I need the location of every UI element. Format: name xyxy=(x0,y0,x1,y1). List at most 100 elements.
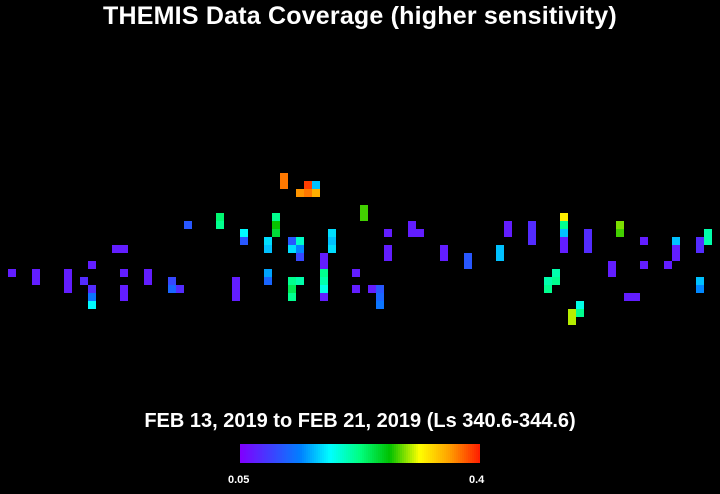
colorbar-segment xyxy=(338,444,341,463)
colorbar-segment xyxy=(408,444,411,463)
colorbar-segment xyxy=(270,444,273,463)
coverage-cell xyxy=(280,181,288,189)
colorbar-segment xyxy=(446,444,449,463)
coverage-cell xyxy=(672,237,680,245)
colorbar-segment xyxy=(470,444,473,463)
coverage-cell xyxy=(616,229,624,237)
coverage-cell xyxy=(440,253,448,261)
colorbar-segment xyxy=(444,444,447,463)
colorbar-segment xyxy=(422,444,425,463)
colorbar-segment xyxy=(450,444,453,463)
colorbar-segment xyxy=(350,444,353,463)
coverage-cell xyxy=(384,253,392,261)
coverage-cell xyxy=(352,285,360,293)
colorbar-segment xyxy=(340,444,343,463)
colorbar xyxy=(240,444,480,463)
coverage-cell xyxy=(416,229,424,237)
coverage-cell xyxy=(288,285,296,293)
colorbar-segment xyxy=(454,444,457,463)
colorbar-segment xyxy=(280,444,283,463)
colorbar-segment xyxy=(322,444,325,463)
coverage-cell xyxy=(384,245,392,253)
coverage-cell xyxy=(360,213,368,221)
coverage-cell xyxy=(496,245,504,253)
colorbar-segment xyxy=(434,444,437,463)
colorbar-segment xyxy=(424,444,427,463)
coverage-cell xyxy=(296,245,304,253)
colorbar-segment xyxy=(318,444,321,463)
coverage-cell xyxy=(376,301,384,309)
coverage-cell xyxy=(672,253,680,261)
colorbar-segment xyxy=(376,444,379,463)
coverage-cell xyxy=(704,237,712,245)
colorbar-segment xyxy=(344,444,347,463)
colorbar-segment xyxy=(390,444,393,463)
coverage-cell xyxy=(584,245,592,253)
coverage-cell xyxy=(560,229,568,237)
coverage-cell xyxy=(672,245,680,253)
colorbar-segment xyxy=(272,444,275,463)
coverage-cell xyxy=(552,269,560,277)
colorbar-segment xyxy=(244,444,247,463)
colorbar-segment xyxy=(278,444,281,463)
coverage-cell xyxy=(304,189,312,197)
colorbar-segment xyxy=(398,444,401,463)
colorbar-segment xyxy=(342,444,345,463)
coverage-cell xyxy=(560,237,568,245)
coverage-cell xyxy=(696,245,704,253)
colorbar-segment xyxy=(252,444,255,463)
coverage-cell xyxy=(264,237,272,245)
colorbar-segment xyxy=(378,444,381,463)
coverage-cell xyxy=(376,293,384,301)
coverage-cell xyxy=(272,221,280,229)
coverage-cell xyxy=(216,213,224,221)
coverage-cell xyxy=(32,269,40,277)
coverage-cell xyxy=(80,277,88,285)
coverage-cell xyxy=(88,261,96,269)
colorbar-segment xyxy=(466,444,469,463)
coverage-cell xyxy=(560,221,568,229)
coverage-cell xyxy=(368,285,376,293)
colorbar-segment xyxy=(428,444,431,463)
colorbar-segment xyxy=(478,444,480,463)
coverage-cell xyxy=(232,285,240,293)
coverage-cell xyxy=(320,277,328,285)
colorbar-segment xyxy=(302,444,305,463)
coverage-cell xyxy=(496,253,504,261)
coverage-cell xyxy=(272,229,280,237)
colorbar-segment xyxy=(394,444,397,463)
colorbar-segment xyxy=(250,444,253,463)
colorbar-segment xyxy=(312,444,315,463)
colorbar-segment xyxy=(336,444,339,463)
coverage-cell xyxy=(232,277,240,285)
colorbar-segment xyxy=(384,444,387,463)
coverage-cell xyxy=(528,229,536,237)
coverage-cell xyxy=(352,269,360,277)
coverage-cell xyxy=(64,277,72,285)
coverage-cell xyxy=(408,221,416,229)
coverage-cell xyxy=(304,181,312,189)
colorbar-segment xyxy=(418,444,421,463)
colorbar-segment xyxy=(288,444,291,463)
coverage-cell xyxy=(584,237,592,245)
colorbar-segment xyxy=(334,444,337,463)
colorbar-segment xyxy=(310,444,313,463)
coverage-cell xyxy=(696,277,704,285)
colorbar-segment xyxy=(426,444,429,463)
coverage-cell xyxy=(288,237,296,245)
colorbar-segment xyxy=(374,444,377,463)
coverage-cell xyxy=(120,269,128,277)
coverage-cell xyxy=(552,277,560,285)
coverage-cell xyxy=(296,253,304,261)
coverage-cell xyxy=(288,277,296,285)
chart-title: THEMIS Data Coverage (higher sensitivity… xyxy=(103,2,617,30)
coverage-cell xyxy=(640,261,648,269)
coverage-cell xyxy=(616,221,624,229)
colorbar-segment xyxy=(456,444,459,463)
colorbar-segment xyxy=(346,444,349,463)
colorbar-segment xyxy=(300,444,303,463)
coverage-cell xyxy=(544,277,552,285)
coverage-cell xyxy=(576,309,584,317)
colorbar-segment xyxy=(396,444,399,463)
colorbar-segment xyxy=(248,444,251,463)
